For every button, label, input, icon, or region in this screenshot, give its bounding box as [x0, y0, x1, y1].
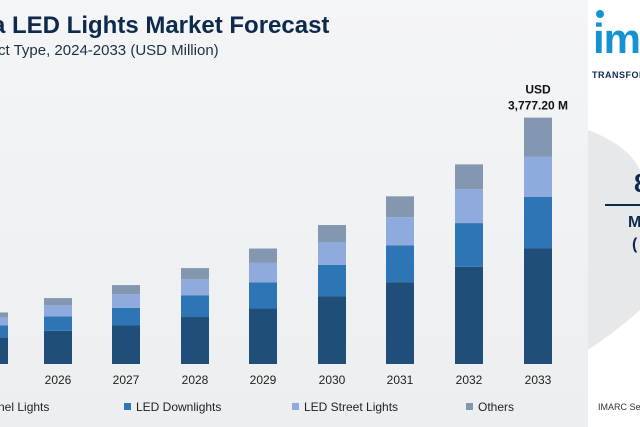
stacked-bar-chart: 520262027202820292030203120322033USD3,77… — [0, 83, 568, 387]
bar-segment — [318, 264, 346, 297]
bar-segment — [249, 262, 277, 283]
bar-segment — [112, 307, 140, 326]
bar-segment — [44, 330, 72, 364]
bar-segment — [181, 268, 209, 280]
bar-segment — [524, 117, 552, 157]
panel-label-sub: ( — [632, 236, 638, 253]
x-tick-label: 2030 — [319, 373, 346, 387]
panel-value: 8 — [634, 168, 640, 199]
bar-segment — [455, 266, 483, 364]
legend-swatch — [124, 403, 131, 410]
x-tick-label: 2028 — [182, 373, 209, 387]
bar-segment — [0, 337, 8, 364]
legend-swatch — [292, 403, 299, 410]
legend-swatch — [466, 403, 473, 410]
brand-logo: im — [593, 15, 640, 62]
bar-segment — [112, 294, 140, 308]
total-annotation-unit: USD — [525, 83, 551, 97]
bar-segment — [112, 285, 140, 295]
chart-subtitle: ct Type, 2024-2033 (USD Million) — [0, 42, 219, 59]
decorative-shape — [588, 130, 640, 350]
x-tick-label: 2032 — [456, 373, 483, 387]
chart-legend: nel Lights LED Downlights LED Street Light… — [0, 396, 588, 420]
bar-segment — [386, 245, 414, 283]
logo-dot-icon — [596, 10, 604, 18]
bar-segment — [386, 282, 414, 364]
bar-segment — [318, 242, 346, 265]
bar-segment — [249, 308, 277, 364]
bar-segment — [386, 217, 414, 246]
bar-segment — [44, 298, 72, 306]
legend-label: nel Lights — [0, 400, 50, 414]
legend-label: Others — [478, 400, 515, 414]
legend-label: LED Street Lights — [304, 400, 399, 414]
bar-segment — [181, 279, 209, 296]
bar-segment — [524, 156, 552, 197]
bar-segment — [455, 164, 483, 190]
bar-segment — [181, 317, 209, 364]
total-annotation-value: 3,777.20 M — [508, 99, 568, 113]
bar-segment — [249, 248, 277, 263]
bar-segment — [318, 225, 346, 243]
chart-title: a LED Lights Market Forecast — [0, 12, 330, 39]
bar-segment — [249, 282, 277, 309]
x-tick-label: 2031 — [387, 373, 414, 387]
x-tick-label: 2033 — [525, 373, 552, 387]
bar-segment — [0, 312, 8, 318]
bar-segment — [524, 248, 552, 364]
brand-tagline: TRANSFORM — [592, 70, 640, 80]
bar-segment — [386, 196, 414, 218]
legend-label: LED Downlights — [136, 400, 222, 414]
panel-divider — [605, 204, 640, 206]
bar-segment — [0, 317, 8, 326]
bar-segment — [0, 325, 8, 338]
panel-label: M — [628, 214, 640, 231]
legend-item: LED Downlights — [124, 400, 221, 414]
x-tick-label: 2029 — [250, 373, 277, 387]
bar-segment — [44, 316, 72, 331]
legend-item: Others — [466, 400, 514, 414]
side-panel: im TRANSFORM 8 M ( IMARC Se — [588, 0, 640, 427]
bar-segment — [455, 223, 483, 267]
bar-segment — [181, 295, 209, 318]
bar-segment — [524, 196, 552, 249]
bar-segment — [455, 189, 483, 224]
bar-segment — [318, 296, 346, 364]
bar-segment — [112, 325, 140, 364]
x-tick-label: 2026 — [45, 373, 72, 387]
bar-segment — [44, 305, 72, 317]
x-tick-label: 2027 — [113, 373, 140, 387]
panel-footer: IMARC Se — [598, 402, 640, 412]
chart-card: a LED Lights Market Forecast ct Type, 20… — [0, 0, 588, 427]
legend-item: LED Street Lights — [292, 400, 398, 414]
legend-item: nel Lights — [0, 400, 49, 414]
